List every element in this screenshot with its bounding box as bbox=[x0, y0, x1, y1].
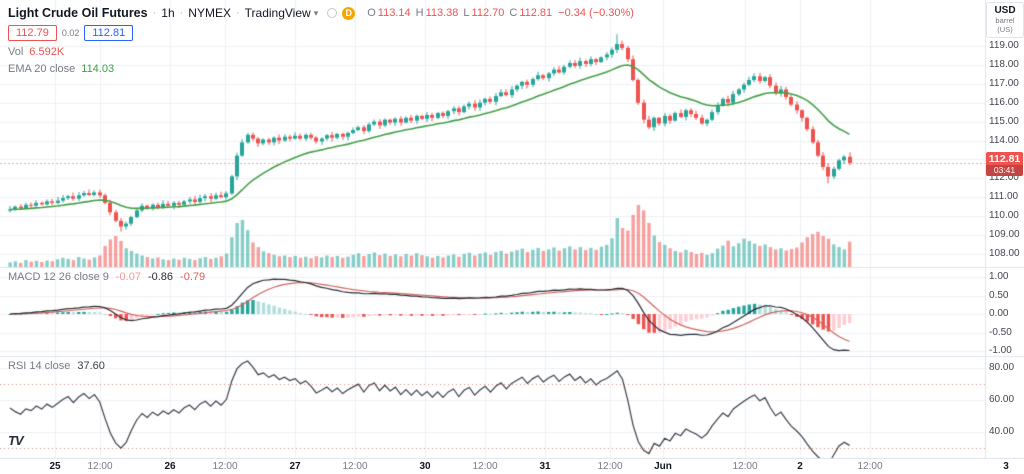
time-axis-label: 12:00 bbox=[212, 461, 238, 472]
last-price-tag: 112.81 03:41 bbox=[986, 151, 1023, 176]
time-axis-label: 12:00 bbox=[732, 461, 758, 472]
macd-signal-value: -0.79 bbox=[180, 271, 206, 283]
separator-dot: · bbox=[235, 7, 240, 19]
sell-price-button[interactable]: 112.79 bbox=[8, 25, 57, 41]
axis-label: 112.00 bbox=[989, 172, 1019, 184]
time-axis-label: 31 bbox=[539, 461, 551, 472]
time-axis-label: Jun bbox=[654, 461, 672, 472]
axis-label: 110.00 bbox=[989, 210, 1019, 222]
time-axis[interactable]: 25 12:00 26 12:00 27 12:00 30 12:00 31 12:00 Jun 12… bbox=[0, 459, 1024, 474]
time-axis-label: 27 bbox=[289, 461, 301, 472]
macd-title: MACD 12 26 close 9 bbox=[8, 271, 109, 283]
macd-hist-value: -0.07 bbox=[115, 271, 141, 283]
axis-unit-card: USD barrel (US) bbox=[986, 2, 1024, 38]
delayed-data-badge[interactable]: D bbox=[342, 6, 356, 20]
ohlc-readout: O 113.14 H 113.38 L 112.70 C 112.81 −0.3… bbox=[362, 7, 634, 19]
main-legend: Light Crude Oil Futures · 1h · NYMEX · T… bbox=[8, 6, 634, 75]
time-axis-label: 25 bbox=[49, 461, 61, 472]
axis-label: 80.00 bbox=[989, 362, 1015, 373]
ema-legend[interactable]: EMA 20 close 114.03 bbox=[8, 63, 634, 75]
spread-value: 0.02 bbox=[61, 28, 80, 38]
time-axis-label: 26 bbox=[164, 461, 176, 472]
ema-label: EMA 20 close bbox=[8, 63, 76, 75]
low-value: 112.70 bbox=[471, 7, 505, 19]
axis-label: 117.00 bbox=[989, 77, 1019, 89]
time-axis-label: 12:00 bbox=[857, 461, 883, 472]
low-label: L bbox=[463, 7, 470, 19]
last-price-value: 112.81 bbox=[988, 152, 1021, 165]
rsi-legend[interactable]: RSI 14 close 37.60 bbox=[8, 360, 105, 372]
axis-label: 116.00 bbox=[989, 96, 1019, 108]
axis-label: -1.00 bbox=[989, 345, 1012, 356]
time-axis-label: 12:00 bbox=[87, 461, 113, 472]
price-axis[interactable]: USD barrel (US) 119.00 118.00 117.00 116.00… bbox=[986, 0, 1024, 458]
macd-legend[interactable]: MACD 12 26 close 9 -0.07 -0.86 -0.79 bbox=[8, 271, 205, 283]
axis-label: 0.00 bbox=[989, 308, 1009, 319]
volume-label: Vol bbox=[8, 46, 24, 58]
axis-label: 40.00 bbox=[989, 426, 1015, 437]
axis-label: 60.00 bbox=[989, 394, 1015, 405]
separator-dot: · bbox=[152, 7, 157, 19]
symbol-row: Light Crude Oil Futures · 1h · NYMEX · T… bbox=[8, 6, 634, 20]
close-value: 112.81 bbox=[519, 7, 553, 19]
connection-status-icon bbox=[327, 8, 338, 18]
time-axis-label: 12:00 bbox=[342, 461, 368, 472]
axis-label: 118.00 bbox=[989, 58, 1019, 70]
buy-price-button[interactable]: 112.81 bbox=[84, 25, 134, 41]
separator-dot: · bbox=[179, 7, 184, 19]
time-axis-label: 12:00 bbox=[472, 461, 498, 472]
axis-label: 111.00 bbox=[989, 191, 1019, 203]
high-value: 113.38 bbox=[425, 7, 459, 19]
close-label: C bbox=[509, 7, 518, 19]
volume-value: 6.592K bbox=[29, 46, 65, 58]
axis-unit-measure: barrel (US) bbox=[995, 16, 1015, 34]
change-value: −0.34 (−0.30%) bbox=[558, 7, 634, 19]
axis-label: 114.00 bbox=[989, 134, 1019, 146]
provider-label[interactable]: TradingView bbox=[244, 6, 311, 20]
axis-label: 109.00 bbox=[989, 229, 1020, 240]
time-axis-label: 2 bbox=[797, 461, 803, 472]
volume-legend[interactable]: Vol 6.592K bbox=[8, 46, 634, 58]
axis-label: 115.00 bbox=[989, 115, 1019, 127]
axis-label: 0.50 bbox=[989, 289, 1009, 301]
exchange-label[interactable]: NYMEX bbox=[188, 6, 231, 20]
time-axis-label: 30 bbox=[419, 461, 431, 472]
time-axis-label: 12:00 bbox=[597, 461, 623, 472]
tradingview-logo[interactable]: TV bbox=[8, 433, 24, 448]
bar-countdown: 03:41 bbox=[986, 164, 1023, 176]
ema-value: 114.03 bbox=[81, 63, 115, 75]
axis-label: 119.00 bbox=[989, 40, 1019, 51]
macd-line-value: -0.86 bbox=[147, 271, 174, 283]
open-label: O bbox=[367, 7, 376, 19]
interval-label[interactable]: 1h bbox=[161, 6, 175, 20]
symbol-title[interactable]: Light Crude Oil Futures bbox=[8, 6, 148, 20]
rsi-value: 37.60 bbox=[77, 360, 105, 372]
axis-label: -0.50 bbox=[989, 326, 1012, 338]
open-value: 113.14 bbox=[377, 7, 411, 19]
axis-label: 108.00 bbox=[989, 247, 1020, 259]
axis-label: 1.00 bbox=[989, 271, 1009, 282]
chevron-down-icon[interactable]: ▾ bbox=[313, 7, 319, 18]
rsi-title: RSI 14 close bbox=[8, 360, 71, 372]
time-axis-label: 3 bbox=[1003, 461, 1009, 472]
axis-unit-currency: USD bbox=[994, 5, 1016, 16]
quote-row: 112.79 0.02 112.81 bbox=[8, 25, 634, 41]
high-label: H bbox=[415, 7, 424, 19]
